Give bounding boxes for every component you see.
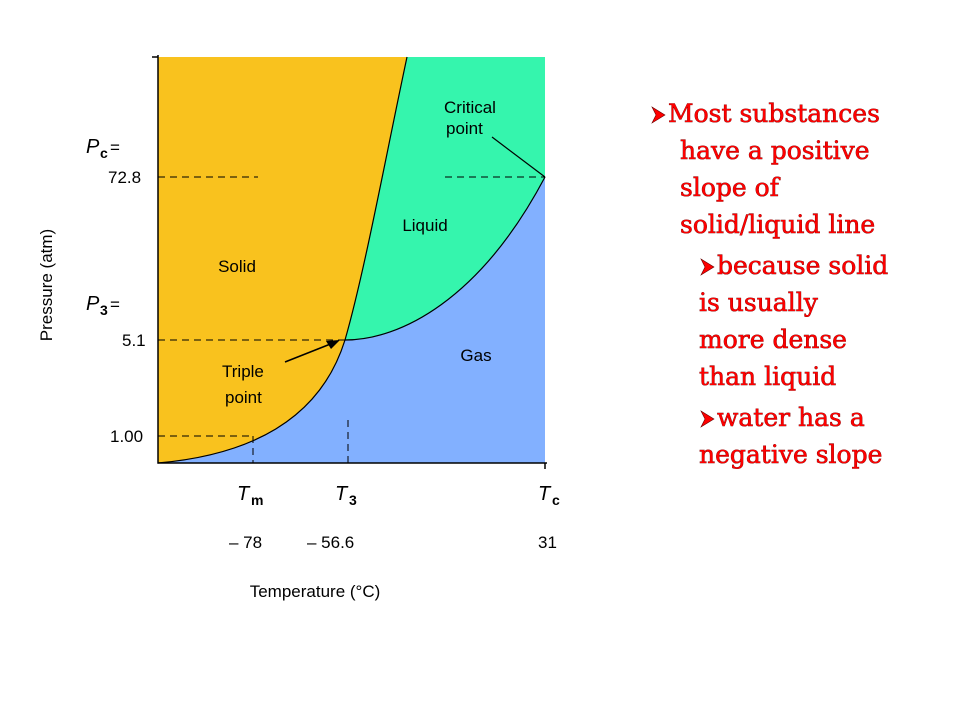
- gas-region: [158, 177, 545, 463]
- annotation: point: [446, 119, 483, 138]
- annotation: Triple: [222, 362, 264, 381]
- bullet-text: than liquid: [699, 362, 836, 391]
- marker-symbol: T: [237, 483, 251, 505]
- bullet-text: water has a: [717, 403, 865, 432]
- marker-subscript: 3: [100, 302, 108, 318]
- x-axis-label: Temperature (°C): [250, 582, 381, 601]
- marker-subscript: c: [100, 145, 108, 161]
- bullet-text: negative slope: [699, 440, 882, 469]
- marker-value: – 56.6: [307, 533, 354, 552]
- bullet-list: Most substances have a positive slope of so…: [651, 99, 889, 469]
- marker-symbol: P: [86, 136, 100, 158]
- axes: [152, 55, 547, 469]
- marker-symbol: T: [538, 483, 552, 505]
- bullet-text: is usually: [699, 288, 819, 317]
- marker-subscript: c: [552, 492, 560, 508]
- y-axis-label: Pressure (atm): [37, 229, 56, 341]
- bullet-text: have a positive: [680, 136, 870, 165]
- marker-subscript: m: [251, 492, 263, 508]
- bullet-text: because solid: [717, 251, 888, 280]
- bullet-text: solid/liquid line: [680, 210, 875, 239]
- marker-value: 5.1: [122, 331, 146, 350]
- marker-equals: =: [110, 295, 120, 314]
- critical-pointer: [491, 136, 546, 178]
- region-label: Liquid: [402, 216, 447, 235]
- marker-value: – 78: [229, 533, 262, 552]
- solid-region: [158, 57, 407, 463]
- marker-value: 72.8: [108, 168, 141, 187]
- marker-equals: =: [110, 138, 120, 157]
- bullet-marker: [700, 410, 715, 428]
- marker-symbol: T: [335, 483, 349, 505]
- marker-value: 1.00: [110, 427, 143, 446]
- liquid-region: [345, 57, 545, 340]
- annotation: Critical: [444, 98, 496, 117]
- bullet-marker: [700, 258, 715, 276]
- triple-arrowhead: [326, 340, 340, 349]
- bullet-text: slope of: [680, 173, 781, 202]
- phase-boundaries: [157, 56, 546, 464]
- bullet-text: Most substances: [668, 99, 880, 128]
- region-label: Solid: [218, 257, 256, 276]
- guide-lines: [158, 176, 545, 463]
- triple-arrow: [284, 342, 334, 363]
- marker-subscript: 3: [349, 492, 357, 508]
- marker-value: 31: [538, 533, 557, 552]
- marker-symbol: P: [86, 293, 100, 315]
- bullet-marker: [651, 106, 666, 124]
- region-label: Gas: [460, 346, 491, 365]
- annotation: point: [225, 388, 262, 407]
- bullet-text: more dense: [699, 325, 847, 354]
